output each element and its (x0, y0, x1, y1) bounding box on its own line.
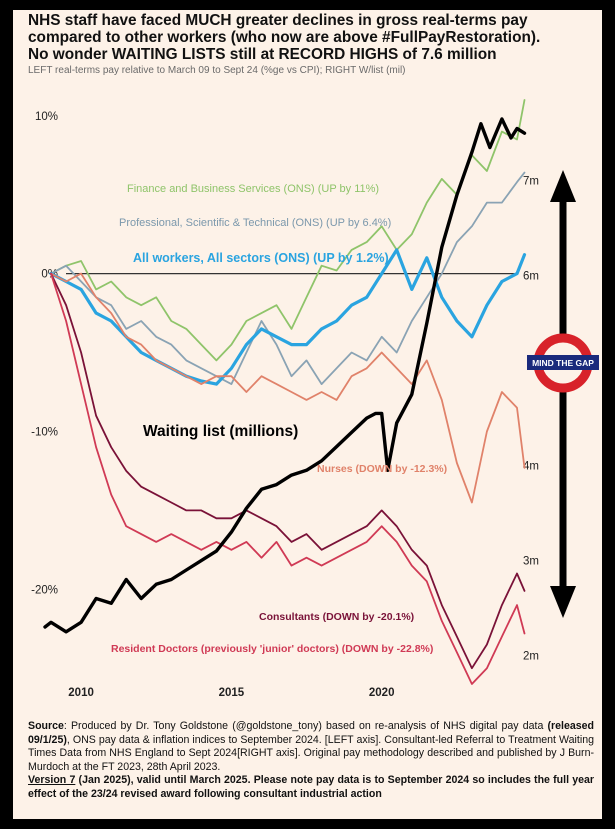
source-text-1: : Produced by Dr. Tony Goldstone (@golds… (63, 720, 548, 732)
x-axis-tick-label: 2020 (369, 687, 395, 699)
right-axis-tick-label: 7m (523, 176, 539, 188)
version-label: Version 7 (28, 774, 76, 787)
right-axis-tick-label: 2m (523, 651, 539, 663)
finance-label: Finance and Business Services (ONS) (UP … (127, 183, 379, 195)
title-line: NHS staff have faced MUCH greater declin… (28, 12, 528, 29)
version-paragraph: Version 7 (Jan 2025), valid until March … (28, 774, 594, 801)
source-paragraph: Source: Produced by Dr. Tony Goldstone (… (28, 720, 594, 774)
source-release: (released 09/1/25) (28, 720, 594, 746)
nurses-series-line (50, 272, 526, 504)
professional-series-line (50, 171, 526, 386)
waiting-list-series-line (43, 117, 527, 634)
all-workers-label: All workers, All sectors (ONS) (UP by 1.… (133, 251, 389, 265)
right-axis-tick-label: 6m (523, 271, 539, 283)
resident-doctors-series-line (50, 272, 526, 685)
source-text-2: , ONS pay data & inflation indices to Se… (28, 733, 594, 773)
chart-panel (13, 10, 602, 819)
finance-series-line (50, 99, 526, 362)
right-axis-tick-label: 3m (523, 556, 539, 568)
gap-arrow-head-top (550, 170, 576, 202)
title-line: No wonder WAITING LISTS still at RECORD … (28, 46, 497, 63)
left-axis-tick-label: -10% (31, 426, 58, 438)
x-axis-tick-label: 2015 (219, 687, 245, 699)
source-label: Source (28, 720, 64, 732)
waiting-list-label: Waiting list (millions) (143, 423, 298, 440)
title-line: compared to other workers (who now are a… (28, 29, 541, 46)
x-axis-tick-label: 2010 (68, 687, 94, 699)
source-note: Source: Produced by Dr. Tony Goldstone (… (28, 720, 594, 802)
version-text: (Jan 2025), valid until March 2025. Plea… (28, 774, 594, 800)
roundel-bar (527, 355, 599, 370)
right-axis-tick-label: 4m (523, 461, 539, 473)
gap-arrow-head-bottom (550, 586, 576, 618)
resident-doctors-label: Resident Doctors (previously 'junior' do… (111, 643, 433, 655)
chart-subtitle: LEFT real-terms pay relative to March 09… (28, 65, 406, 76)
consultants-series-line (50, 272, 526, 670)
consultants-label: Consultants (DOWN by -20.1%) (259, 611, 414, 623)
left-axis-tick-label: -20% (31, 584, 58, 596)
nurses-label: Nurses (DOWN by -12.3%) (317, 463, 447, 475)
professional-label: Professional, Scientific & Technical (ON… (119, 217, 391, 229)
chart-title: NHS staff have faced MUCH greater declin… (28, 12, 598, 63)
all-workers-series-line (49, 248, 527, 386)
left-axis-tick-label: 10% (35, 111, 58, 123)
roundel-text: MIND THE GAP (532, 358, 594, 368)
